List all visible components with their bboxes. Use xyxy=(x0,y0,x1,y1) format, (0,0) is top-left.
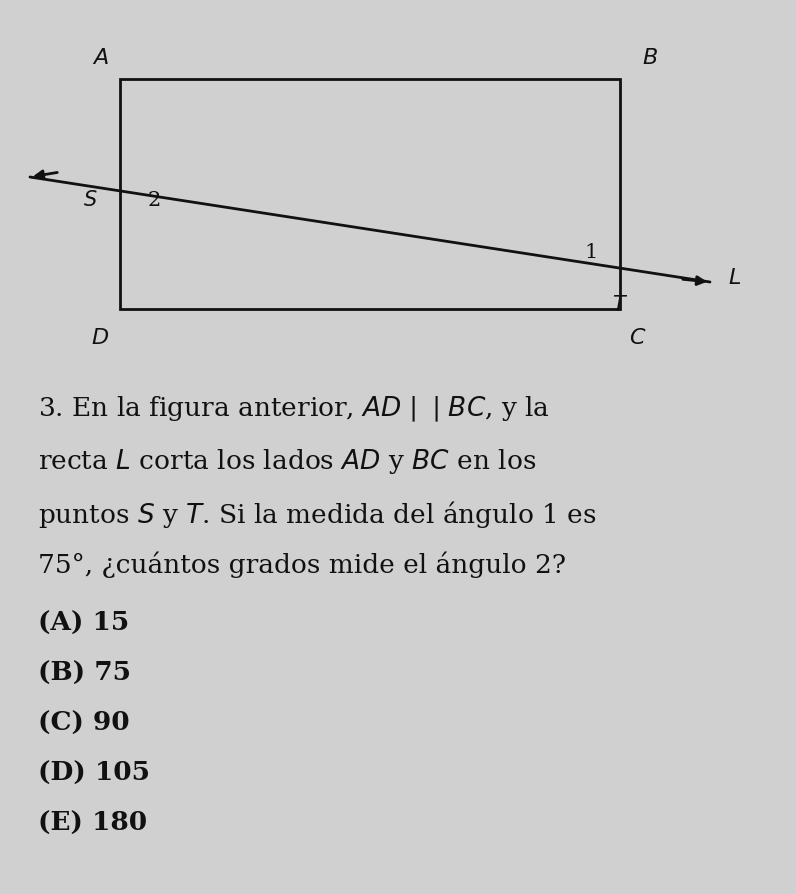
Text: 75°, ¿cuántos grados mide el ángulo 2?: 75°, ¿cuántos grados mide el ángulo 2? xyxy=(38,551,566,577)
Text: 3. En la figura anterior, $AD \mid\mid BC$, y la: 3. En la figura anterior, $AD \mid\mid B… xyxy=(38,394,550,424)
Text: (A) 15: (A) 15 xyxy=(38,611,129,636)
Text: $T$: $T$ xyxy=(612,295,628,315)
Text: (C) 90: (C) 90 xyxy=(38,710,130,735)
Bar xyxy=(120,80,620,309)
Text: recta $L$ corta los lados $AD$ y $BC$ en los: recta $L$ corta los lados $AD$ y $BC$ en… xyxy=(38,446,537,476)
Text: (D) 105: (D) 105 xyxy=(38,760,150,785)
Text: (E) 180: (E) 180 xyxy=(38,810,147,835)
Text: $S$: $S$ xyxy=(84,190,98,210)
Text: 1: 1 xyxy=(584,242,598,261)
Text: $A$: $A$ xyxy=(92,47,108,69)
Text: $D$: $D$ xyxy=(91,326,109,349)
Text: (B) 75: (B) 75 xyxy=(38,661,131,685)
Text: 2: 2 xyxy=(148,190,162,209)
Text: $B$: $B$ xyxy=(642,47,658,69)
Text: $L$: $L$ xyxy=(728,266,741,289)
Text: $C$: $C$ xyxy=(630,326,646,349)
Text: puntos $S$ y $T$. Si la medida del ángulo 1 es: puntos $S$ y $T$. Si la medida del ángul… xyxy=(38,499,596,529)
